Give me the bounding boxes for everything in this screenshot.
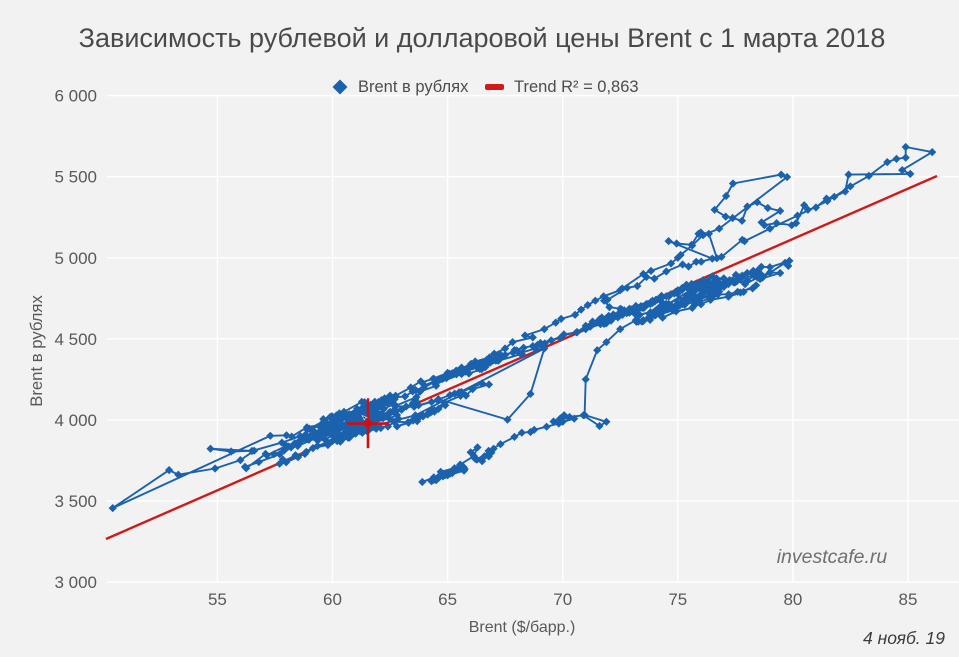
svg-text:65: 65	[438, 590, 457, 609]
svg-text:70: 70	[553, 590, 572, 609]
svg-text:Trend R² = 0,863: Trend R² = 0,863	[514, 78, 639, 96]
svg-text:investcafe.ru: investcafe.ru	[777, 546, 888, 568]
svg-text:Brent ($/барр.): Brent ($/барр.)	[469, 619, 576, 636]
svg-text:4 нояб. 19: 4 нояб. 19	[863, 628, 945, 648]
svg-text:4 500: 4 500	[54, 330, 97, 349]
svg-text:75: 75	[668, 590, 687, 609]
svg-text:Зависимость рублевой и долларо: Зависимость рублевой и долларовой цены B…	[79, 23, 886, 53]
svg-text:3 000: 3 000	[54, 573, 97, 592]
svg-text:85: 85	[899, 590, 918, 609]
svg-text:5 000: 5 000	[54, 249, 97, 268]
svg-text:6 000: 6 000	[54, 87, 97, 106]
svg-text:4 000: 4 000	[54, 411, 97, 430]
svg-text:Brent в рублях: Brent в рублях	[358, 78, 469, 96]
svg-text:3 500: 3 500	[54, 492, 97, 511]
svg-text:80: 80	[783, 590, 802, 609]
svg-text:Brent в рублях: Brent в рублях	[27, 295, 46, 407]
svg-text:60: 60	[323, 590, 342, 609]
svg-text:55: 55	[208, 590, 227, 609]
svg-text:5 500: 5 500	[54, 168, 97, 187]
